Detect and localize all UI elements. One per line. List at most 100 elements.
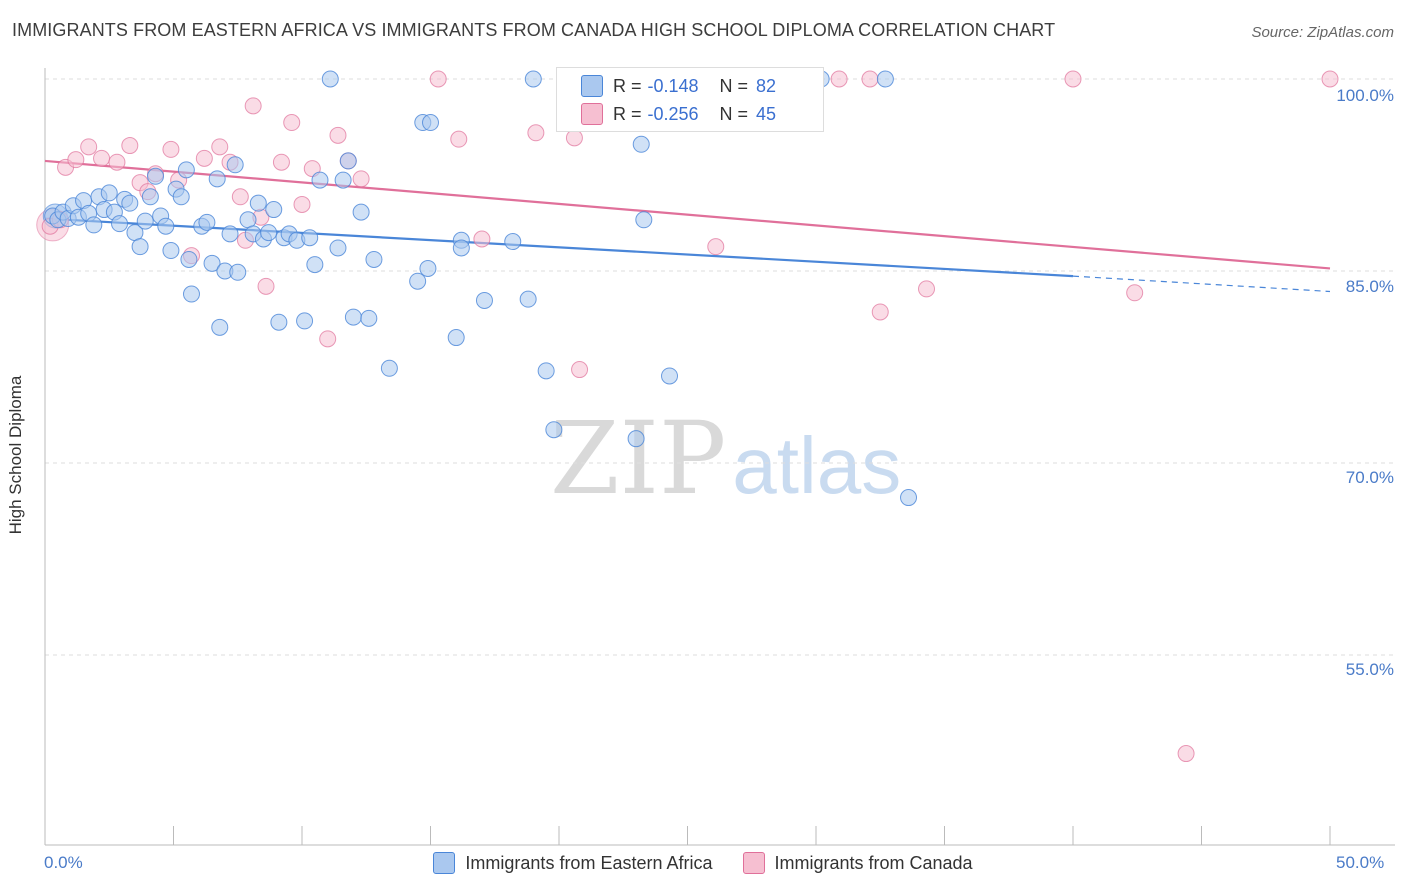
data-point-canada: [319, 330, 337, 348]
data-point-eastern-africa: [221, 225, 239, 243]
r-value: -0.148: [647, 75, 699, 96]
data-point-eastern-africa: [452, 239, 470, 257]
data-point-eastern-africa: [249, 194, 267, 212]
data-point-eastern-africa: [524, 70, 542, 88]
legend-swatch-pink: [742, 852, 765, 874]
data-point-eastern-africa: [162, 242, 180, 260]
legend-label: Immigrants from Canada: [774, 852, 973, 873]
legend-item-eastern-africa[interactable]: Immigrants from Eastern Africa: [433, 852, 713, 874]
data-point-eastern-africa: [311, 171, 329, 189]
data-point-eastern-africa: [344, 308, 362, 326]
watermark: ZIPatlas: [550, 400, 901, 517]
data-point-eastern-africa: [635, 211, 653, 229]
data-point-canada: [871, 303, 889, 321]
data-point-eastern-africa: [180, 250, 198, 268]
data-point-eastern-africa: [226, 156, 244, 174]
data-point-eastern-africa: [419, 259, 437, 277]
stats-row-eastern-africa: R = -0.148 N = 82: [581, 73, 776, 99]
data-point-canada: [272, 153, 290, 171]
data-point-eastern-africa: [296, 312, 314, 330]
data-point-eastern-africa: [111, 215, 129, 233]
n-label: N =: [719, 103, 749, 124]
r-label: R =: [613, 75, 642, 96]
data-point-eastern-africa: [100, 184, 118, 202]
data-point-canada: [329, 126, 347, 144]
stats-row-canada: R = -0.256 N = 45: [581, 101, 776, 127]
data-point-eastern-africa: [627, 430, 645, 448]
data-point-eastern-africa: [121, 194, 139, 212]
data-point-canada: [231, 188, 249, 206]
gridlines: [45, 78, 1395, 656]
data-point-eastern-africa: [329, 239, 347, 257]
data-points: [36, 69, 1339, 763]
legend-item-canada[interactable]: Immigrants from Canada: [742, 852, 973, 874]
n-value: 45: [756, 103, 777, 124]
source-label: Source: ZipAtlas.com: [1251, 24, 1394, 41]
data-point-canada: [861, 70, 879, 88]
data-point-canada: [1126, 284, 1144, 302]
watermark-zip: ZIP: [550, 400, 727, 517]
data-point-eastern-africa: [352, 203, 370, 221]
data-point-canada: [93, 149, 111, 167]
data-point-eastern-africa: [265, 201, 283, 219]
data-point-eastern-africa: [157, 217, 175, 235]
data-point-canada: [244, 97, 262, 115]
data-point-eastern-africa: [321, 70, 339, 88]
chart-legend: Immigrants from Eastern Africa Immigrant…: [0, 852, 1406, 874]
data-point-eastern-africa: [447, 329, 465, 347]
y-tick-label: 70.0%: [1345, 468, 1394, 487]
data-point-eastern-africa: [504, 233, 522, 251]
data-point-canada: [211, 138, 229, 156]
data-point-eastern-africa: [380, 359, 398, 377]
n-label: N =: [719, 75, 749, 96]
data-point-canada: [195, 149, 213, 167]
trend-lines: [44, 159, 1331, 293]
data-point-eastern-africa: [422, 114, 439, 132]
data-point-canada: [162, 140, 180, 158]
legend-label: Immigrants from Eastern Africa: [465, 852, 713, 873]
r-value: -0.256: [647, 103, 699, 124]
stats-box: R = -0.148 N = 82 R = -0.256 N = 45: [556, 67, 824, 132]
data-point-eastern-africa: [260, 224, 278, 242]
data-point-eastern-africa: [141, 188, 159, 206]
data-point-canada: [80, 138, 98, 156]
data-point-eastern-africa: [85, 216, 103, 234]
data-point-eastern-africa: [876, 70, 894, 88]
trend-line-eastern-africa-extrapolated: [1072, 275, 1331, 293]
data-point-eastern-africa: [661, 367, 679, 385]
x-tick-label: 50.0%: [1336, 853, 1385, 872]
data-point-canada: [450, 130, 468, 148]
r-label: R =: [613, 103, 642, 124]
data-point-eastern-africa: [198, 213, 216, 231]
data-point-eastern-africa: [301, 229, 319, 247]
data-point-eastern-africa: [136, 212, 154, 230]
data-point-canada: [473, 230, 491, 248]
data-point-canada: [571, 361, 589, 379]
data-point-canada: [918, 280, 936, 298]
x-tick-label: 0.0%: [44, 853, 83, 872]
data-point-canada: [108, 153, 126, 171]
data-point-canada: [352, 170, 370, 188]
data-point-eastern-africa: [229, 263, 247, 281]
data-point-eastern-africa: [177, 161, 195, 179]
data-point-eastern-africa: [208, 170, 226, 188]
data-point-eastern-africa: [339, 152, 357, 170]
data-point-canada: [293, 195, 311, 213]
legend-swatch-blue: [433, 852, 456, 874]
data-point-canada: [121, 137, 139, 155]
data-point-canada: [565, 129, 583, 147]
data-point-eastern-africa: [131, 238, 149, 256]
data-point-eastern-africa: [182, 285, 200, 303]
data-point-canada: [67, 151, 85, 169]
watermark-atlas: atlas: [732, 421, 902, 510]
data-point-eastern-africa: [475, 291, 493, 309]
data-point-eastern-africa: [334, 171, 352, 189]
data-point-eastern-africa: [147, 167, 165, 185]
data-point-eastern-africa: [306, 256, 324, 274]
legend-swatch-blue: [581, 75, 603, 97]
data-point-canada: [257, 277, 275, 295]
y-axis-label: High School Diploma: [6, 375, 25, 535]
data-point-eastern-africa: [360, 309, 378, 327]
data-point-eastern-africa: [203, 254, 221, 272]
